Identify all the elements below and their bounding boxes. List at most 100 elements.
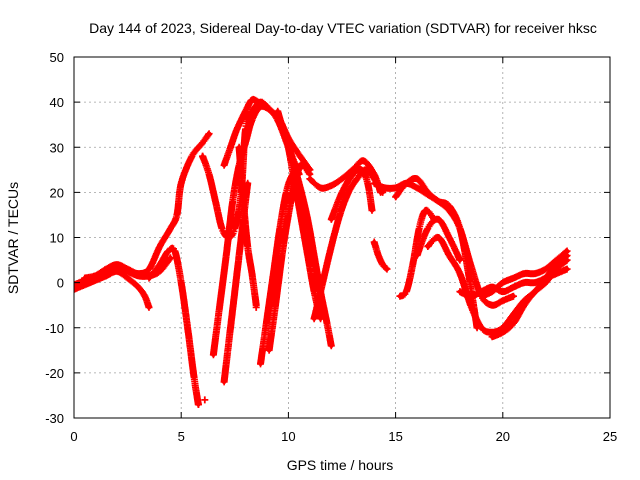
data-point — [219, 226, 225, 231]
data-point — [245, 244, 250, 249]
data-point — [258, 361, 263, 367]
data-point — [232, 226, 237, 231]
data-point — [404, 181, 409, 186]
data-point — [234, 271, 240, 276]
data-point — [337, 212, 343, 218]
data-point — [468, 302, 473, 308]
data-point — [447, 235, 452, 240]
data-point — [236, 145, 242, 150]
data-point — [346, 190, 351, 195]
data-point — [277, 226, 283, 231]
isolated-point — [199, 152, 207, 160]
data-point — [329, 244, 334, 249]
data-point — [500, 289, 505, 294]
data-point — [532, 280, 538, 285]
series-arc-15 — [310, 166, 387, 323]
x-tick-label: 10 — [281, 429, 295, 444]
data-point — [185, 325, 190, 330]
data-point — [500, 298, 505, 303]
data-point — [82, 275, 87, 281]
data-point — [243, 140, 248, 145]
data-point — [500, 280, 505, 285]
data-point — [279, 253, 285, 258]
data-point — [500, 330, 505, 335]
data-point — [241, 199, 246, 204]
data-point — [146, 275, 152, 281]
data-point — [350, 172, 355, 177]
data-point — [286, 145, 291, 150]
data-point — [249, 271, 255, 276]
data-point — [221, 379, 227, 385]
isolated-point — [201, 396, 209, 404]
data-point — [522, 280, 527, 285]
data-point — [221, 163, 227, 168]
data-point — [174, 212, 180, 218]
data-point — [206, 131, 212, 136]
data-point — [234, 127, 240, 132]
data-point — [172, 248, 177, 254]
data-point — [339, 190, 345, 195]
x-tick-label: 0 — [70, 429, 77, 444]
y-tick-label: 50 — [50, 50, 64, 65]
data-point — [258, 104, 263, 109]
data-point — [136, 273, 141, 279]
data-point — [468, 293, 473, 299]
data-point — [311, 253, 317, 258]
data-point — [146, 305, 152, 310]
data-point — [103, 269, 109, 274]
data-point — [397, 293, 403, 299]
data-point — [423, 208, 428, 213]
data-point — [245, 181, 250, 186]
data-point — [324, 321, 330, 326]
y-tick-label: 20 — [50, 185, 64, 200]
data-point — [522, 271, 527, 276]
data-point — [269, 108, 274, 114]
data-point — [447, 253, 452, 258]
y-tick-label: 40 — [50, 95, 64, 110]
data-point — [320, 280, 325, 285]
data-point — [311, 316, 317, 321]
data-point — [243, 108, 248, 114]
data-point — [369, 208, 375, 213]
data-point — [436, 217, 441, 222]
data-point — [142, 293, 147, 299]
data-point — [125, 275, 130, 281]
y-tick-label: 0 — [57, 276, 64, 291]
data-point — [511, 275, 516, 281]
data-point — [393, 194, 398, 200]
data-point — [168, 226, 173, 231]
data-point — [329, 343, 334, 348]
series-arc-4 — [145, 244, 202, 408]
data-point — [511, 284, 516, 290]
data-point — [380, 262, 385, 267]
data-point — [146, 266, 152, 272]
data-point — [284, 190, 289, 195]
data-point — [489, 334, 495, 339]
series-arc-2 — [74, 130, 213, 289]
series-arc-3 — [81, 254, 174, 282]
data-layer — [74, 95, 571, 408]
series-arc-19 — [392, 175, 481, 332]
data-point — [564, 257, 570, 263]
y-tick-label: -20 — [45, 366, 64, 381]
data-point — [425, 226, 430, 231]
series-arc-22 — [413, 215, 464, 264]
data-point — [206, 172, 212, 177]
data-point — [271, 271, 276, 276]
data-point — [457, 226, 463, 231]
data-point — [339, 176, 345, 182]
series-markers — [74, 130, 213, 289]
data-point — [273, 302, 278, 308]
x-tick-label: 20 — [496, 429, 510, 444]
data-point — [311, 289, 317, 294]
y-tick-label: 30 — [50, 140, 64, 155]
data-point — [522, 302, 527, 308]
data-point — [256, 99, 261, 105]
data-point — [532, 289, 538, 294]
data-point — [466, 271, 471, 276]
data-point — [228, 325, 233, 330]
data-point — [511, 321, 516, 326]
data-point — [564, 266, 570, 272]
data-point — [371, 181, 377, 186]
data-point — [404, 289, 409, 294]
